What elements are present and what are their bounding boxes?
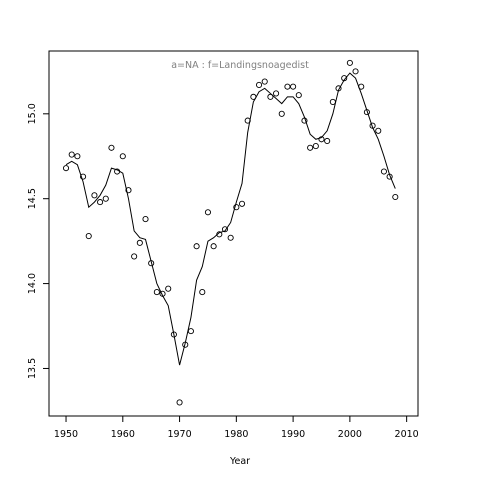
x-tick-label: 1970: [167, 429, 191, 440]
data-point: [80, 173, 87, 180]
data-point: [324, 137, 331, 145]
chart-annotation: a=NA : f=Landingsnoagedist: [171, 60, 309, 71]
x-tick-label: 2000: [338, 429, 362, 440]
y-tick-label: 14.0: [27, 273, 38, 294]
data-point: [261, 78, 268, 85]
data-point: [295, 92, 302, 99]
data-point: [125, 187, 132, 194]
data-point: [227, 234, 234, 241]
smoothed-line: [65, 72, 396, 366]
data-point: [210, 243, 217, 250]
data-point: [193, 243, 200, 250]
data-point: [108, 144, 115, 151]
data-point: [290, 83, 297, 90]
x-tick-label: 1990: [281, 429, 305, 440]
data-point: [267, 93, 274, 100]
data-point: [273, 90, 280, 97]
data-point: [136, 239, 143, 246]
series-layer: [62, 59, 399, 406]
data-point: [165, 285, 172, 292]
x-tick-label: 1980: [224, 429, 248, 440]
data-point: [62, 165, 70, 172]
data-point: [278, 110, 285, 117]
y-tick-label: 13.5: [27, 358, 38, 379]
data-point: [221, 226, 229, 233]
data-point: [119, 153, 126, 160]
plot-frame: [48, 50, 419, 417]
y-tick-label: 14.5: [27, 188, 38, 209]
data-point: [85, 232, 92, 240]
data-point: [352, 68, 359, 75]
data-point: [204, 209, 211, 216]
data-point: [284, 83, 291, 90]
x-axis-title: Year: [229, 456, 250, 467]
y-tick-label: 15.0: [27, 103, 38, 124]
y-axis: 13.5 14.0 14.5 15.0: [27, 103, 49, 379]
x-tick-label: 1950: [54, 429, 78, 440]
data-point: [199, 289, 206, 296]
data-point: [375, 127, 382, 134]
data-point: [346, 59, 353, 66]
data-point: [68, 151, 75, 158]
x-axis: 1950 1960 1970 1980 1990 2000 2010: [54, 416, 419, 440]
data-point: [74, 153, 81, 160]
data-point: [233, 204, 240, 211]
x-tick-label: 2010: [395, 429, 419, 440]
data-point: [329, 98, 336, 105]
data-point: [318, 136, 325, 143]
data-point: [238, 200, 246, 207]
data-point: [255, 81, 263, 88]
data-point: [153, 289, 160, 296]
data-point: [97, 199, 104, 206]
data-point: [392, 193, 399, 201]
x-tick-label: 1960: [111, 429, 135, 440]
data-point: [307, 144, 314, 151]
data-point: [142, 216, 149, 223]
data-point: [176, 399, 183, 406]
data-point: [187, 328, 194, 335]
data-point: [91, 192, 98, 199]
data-point: [102, 195, 109, 202]
data-point: [380, 168, 387, 175]
data-point: [131, 253, 138, 260]
data-point: [312, 143, 319, 150]
